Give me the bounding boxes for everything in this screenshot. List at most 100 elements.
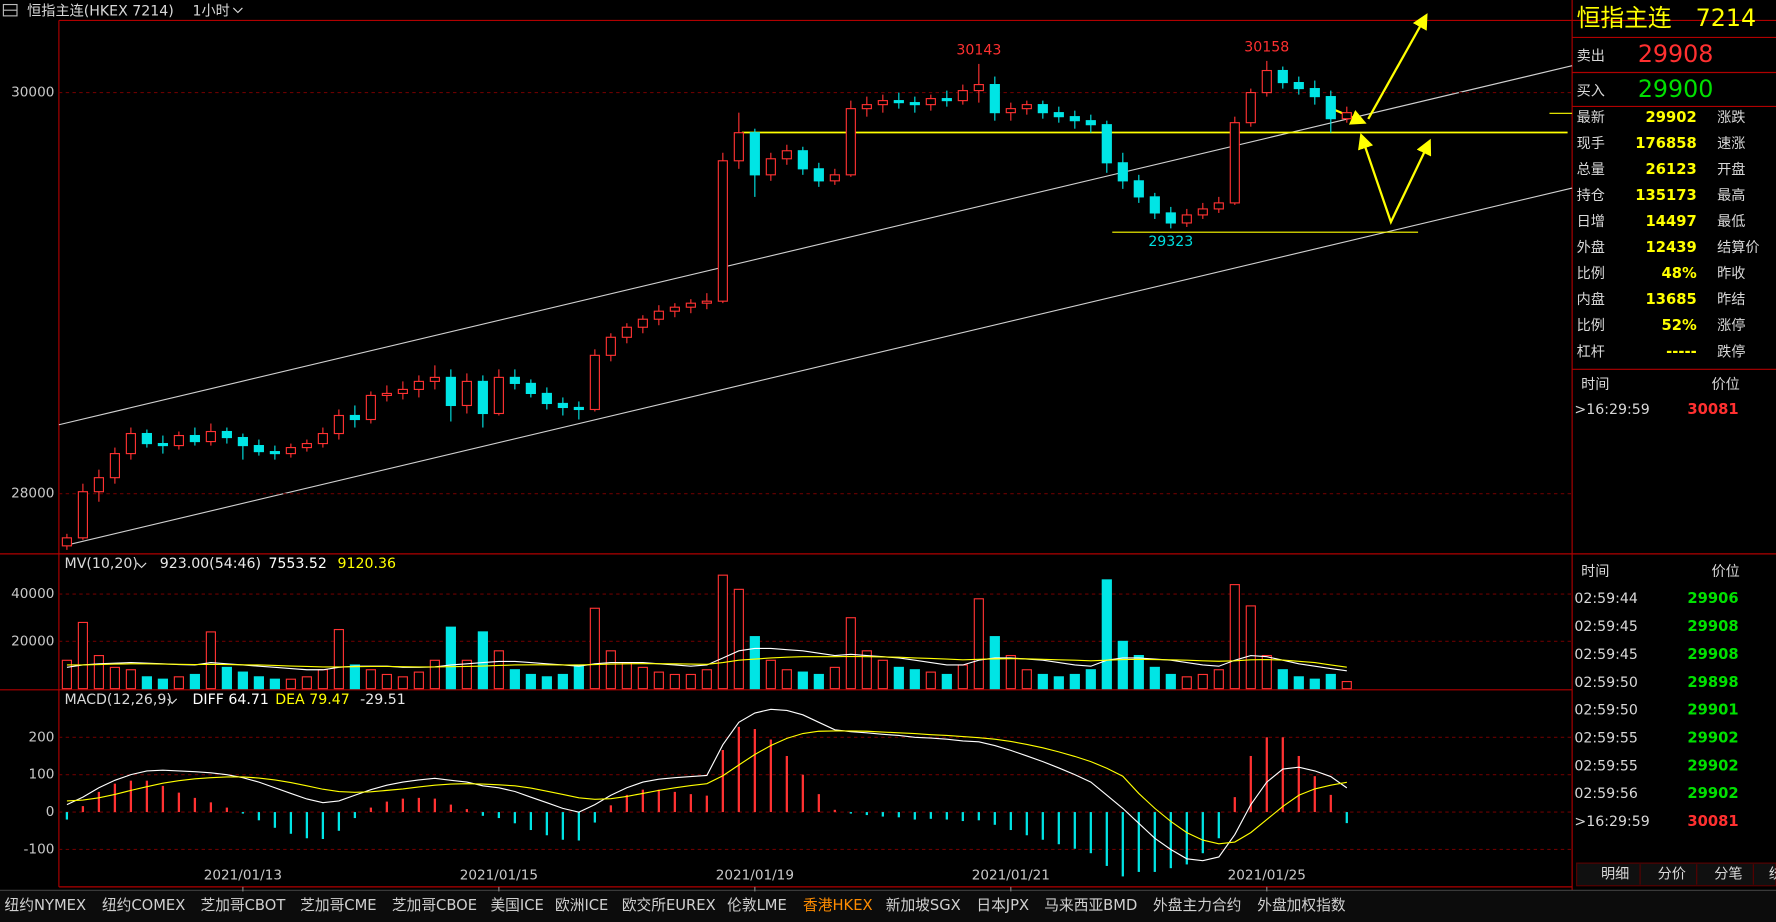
indicator-title: MV(10,20) (65, 556, 138, 572)
candle-body (1277, 69, 1288, 84)
volume-bar (509, 669, 520, 690)
trade-time: 02:59:50 (1574, 675, 1638, 691)
volume-bar (429, 659, 440, 690)
candle-body (1309, 88, 1320, 98)
period-chevron[interactable] (232, 7, 243, 14)
volume-bar (797, 671, 808, 690)
quote-value: 13685 (1645, 291, 1696, 308)
macd-bar (497, 812, 500, 819)
volume-bar (141, 676, 152, 690)
volume-bar (333, 628, 344, 690)
candle-body (461, 380, 472, 407)
candle-body (157, 443, 168, 447)
volume-bar (557, 673, 568, 690)
exchange-tab[interactable]: 欧洲ICE (555, 897, 608, 914)
exchange-tab[interactable]: 新加坡SGX (886, 897, 961, 914)
candle-body (621, 326, 632, 338)
candle-body (605, 336, 616, 356)
trades-header: 价位 (1711, 564, 1739, 580)
volume-bar (829, 666, 840, 690)
macd-bar (353, 812, 357, 819)
candle-body (1133, 180, 1144, 198)
macd-bar (129, 780, 133, 813)
volume-bar (493, 650, 504, 690)
volume-bar (1005, 654, 1016, 690)
volume-bar (61, 659, 72, 690)
mv-chevron[interactable] (136, 562, 147, 569)
diff-line (66, 708, 1348, 862)
trade-price: 30081 (1687, 401, 1738, 418)
macd-bar (209, 802, 213, 813)
macd-chevron[interactable] (167, 698, 178, 705)
exchange-tab[interactable]: 马来西亚BMD (1044, 897, 1137, 914)
trade-time: 02:59:45 (1574, 647, 1638, 663)
volume-bar (717, 574, 728, 690)
quote-value: 135173 (1635, 187, 1696, 204)
exchange-tab[interactable]: 香港HKEX (803, 897, 873, 914)
instrument-title: 恒指主连(HKEX 7214) (27, 3, 174, 19)
quote-name: 恒指主连 (1577, 4, 1672, 32)
tab[interactable]: 明细 (1601, 866, 1629, 882)
candle-body (717, 160, 728, 302)
exchange-tab[interactable]: 外盘主力合约 (1153, 896, 1241, 914)
trade-price: 29902 (1687, 729, 1738, 746)
trade-price: 29906 (1687, 590, 1738, 607)
candle-body (141, 432, 152, 445)
candle-body (1197, 208, 1208, 216)
indicator-readout: 9120.36 (338, 556, 396, 572)
quote-label: 日增 (1577, 214, 1605, 230)
quote-label: 结算价 (1717, 240, 1759, 256)
candle-body (397, 388, 408, 394)
exchange-tab[interactable]: 芝加哥CBOT (200, 897, 286, 914)
macd-bar (337, 812, 341, 831)
volume-bar (1197, 673, 1208, 690)
candle-body (237, 436, 248, 447)
quote-value: 12439 (1645, 239, 1696, 256)
trade-time: 02:59:44 (1574, 591, 1638, 607)
macd-bar (273, 812, 277, 828)
trades-header: 时间 (1581, 377, 1609, 393)
exchange-tab[interactable]: 欧交所EUREX (622, 896, 716, 914)
quote-code: 7214 (1696, 4, 1756, 32)
exchange-tab[interactable]: 外盘加权指数 (1257, 896, 1346, 914)
macd-bar (241, 812, 245, 814)
macd-bar (1169, 812, 1172, 869)
quote-label: 总量 (1577, 162, 1605, 178)
exchange-tab[interactable]: 美国ICE (490, 897, 543, 914)
candle-body (1037, 104, 1048, 114)
exchange-tab[interactable]: 纽约NYMEX (5, 897, 87, 914)
tab[interactable]: 分价 (1658, 866, 1686, 882)
quote-value: ----- (1666, 343, 1697, 360)
macd-bar (833, 809, 836, 813)
exchange-tab[interactable]: 芝加哥CBOE (392, 897, 477, 914)
macd-bar (561, 812, 564, 840)
quote-label: 开盘 (1717, 161, 1745, 178)
volume-bar (1293, 676, 1304, 690)
candle-body (1165, 212, 1176, 224)
candle-body (477, 380, 488, 415)
x-tick-label: 2021/01/13 (204, 868, 282, 884)
candle-body (1261, 69, 1272, 94)
volume-bar (749, 636, 760, 690)
quote-value: 26123 (1645, 161, 1696, 178)
macd-bar (609, 805, 612, 813)
candle-body (333, 414, 344, 435)
tab[interactable]: 统 (1769, 866, 1776, 882)
macd-bar (945, 812, 948, 820)
exchange-tab[interactable]: 芝加哥CME (300, 897, 376, 914)
period-selector[interactable]: 1小时 (193, 3, 230, 19)
exchange-tab[interactable]: 纽约COMEX (102, 897, 185, 914)
macd-bar (529, 812, 532, 831)
macd-bar (1249, 755, 1252, 813)
macd-bar (1233, 797, 1236, 813)
tab[interactable]: 分笔 (1714, 866, 1742, 882)
candle-body (509, 376, 520, 384)
exchange-tab[interactable]: 伦敦LME (727, 897, 787, 914)
exchange-tab[interactable]: 日本JPX (976, 897, 1029, 914)
quote-label: 杠杆 (1577, 344, 1605, 360)
volume-bar (445, 626, 456, 690)
candle-body (301, 443, 312, 449)
channel-upper (58, 65, 1573, 426)
indicator-readout: -29.51 (360, 692, 406, 708)
macd-bar (705, 795, 708, 813)
